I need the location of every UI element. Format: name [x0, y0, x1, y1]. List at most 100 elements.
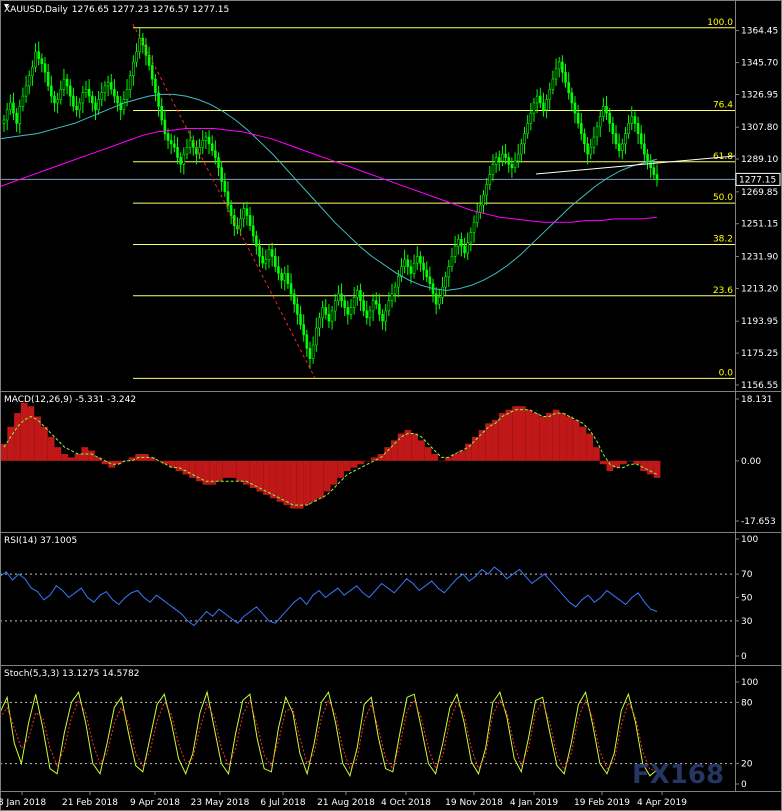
candle-body	[324, 307, 328, 315]
candle-body	[109, 82, 113, 90]
candle-body	[504, 153, 507, 158]
candle-body	[261, 256, 264, 264]
candle-body	[403, 259, 406, 267]
candle-body	[337, 293, 340, 301]
price-tick-label: 1364.45	[741, 27, 778, 37]
candle-body	[602, 106, 605, 117]
macd-tick-label: 18.131	[741, 395, 773, 405]
macd-bar	[391, 440, 398, 461]
candle-body	[463, 245, 466, 254]
stoch-tick-label: 80	[741, 698, 753, 708]
fib-diagonal-line	[132, 23, 316, 379]
rsi-tick-label: 70	[741, 570, 753, 580]
macd-bar	[566, 416, 573, 461]
candle-body	[248, 215, 252, 226]
macd-bar	[168, 460, 176, 468]
candle-body	[365, 310, 369, 319]
candle-body	[72, 95, 75, 107]
ma-fast-line	[0, 93, 658, 292]
candle-body	[78, 102, 82, 111]
candle-body	[154, 78, 157, 94]
candle-body	[87, 89, 91, 97]
candle-body	[122, 99, 126, 111]
fib-level-label: 23.6	[713, 286, 733, 296]
macd-bar	[236, 460, 243, 482]
candle-body	[393, 286, 397, 295]
candle-body	[469, 232, 473, 244]
candle-body	[34, 51, 37, 68]
candle-body	[425, 269, 429, 278]
stoch-signal-line	[0, 699, 657, 771]
candle-body	[333, 300, 337, 312]
candle-body	[273, 256, 277, 267]
macd-bar	[94, 457, 102, 461]
x-tick-label: 19 Feb 2019	[574, 798, 630, 808]
candle-body	[526, 123, 529, 134]
macd-bar	[424, 447, 432, 461]
candle-body	[65, 78, 69, 87]
candle-body	[138, 37, 141, 53]
candle-body	[305, 334, 309, 349]
candle-body	[513, 160, 517, 169]
candle-body	[548, 89, 552, 100]
candle-body	[554, 68, 558, 80]
candle-body	[245, 208, 249, 216]
candle-body	[270, 249, 274, 257]
candle-body	[598, 116, 602, 128]
macd-bar	[263, 460, 270, 495]
fib-level-label: 0.0	[719, 368, 734, 378]
candle-body	[5, 109, 9, 121]
candle-body	[362, 300, 365, 312]
candle-body	[453, 245, 457, 257]
candle-body	[617, 143, 621, 151]
price-tick-label: 1269.85	[741, 188, 778, 198]
macd-bar	[296, 460, 304, 509]
macd-bar	[47, 436, 55, 461]
candle-body	[46, 71, 50, 87]
price-tick-label: 1156.55	[741, 381, 778, 391]
macd-bar	[485, 423, 493, 461]
macd-bar	[404, 430, 412, 461]
candle-body	[75, 106, 78, 111]
macd-bar	[653, 460, 661, 478]
candle-body	[520, 143, 523, 155]
price-tick-label: 1213.20	[741, 284, 778, 294]
macd-bar	[552, 409, 560, 461]
macd-bar	[115, 460, 122, 465]
candle-body	[94, 102, 97, 111]
candle-body	[176, 146, 179, 158]
macd-tick-label: 0.00	[741, 457, 761, 467]
candle-body	[586, 143, 589, 155]
macd-bar	[229, 460, 237, 478]
candle-body	[292, 293, 296, 305]
candle-body	[532, 102, 536, 114]
macd-bar	[303, 460, 311, 506]
candle-body	[472, 221, 476, 233]
macd-bar	[67, 457, 75, 461]
candle-body	[516, 153, 520, 162]
fib-level-label: 50.0	[713, 193, 733, 203]
candle-body	[2, 119, 6, 124]
candle-body	[299, 314, 302, 325]
macd-bar	[599, 460, 607, 465]
candle-body	[160, 106, 164, 121]
macd-bar	[586, 433, 594, 461]
macd-bar	[418, 440, 425, 461]
candle-body	[157, 92, 160, 107]
macd-bar	[162, 460, 169, 465]
macd-bar	[283, 460, 291, 506]
candle-body	[412, 262, 416, 274]
price-tick-label: 1289.10	[741, 155, 778, 165]
candle-body	[210, 143, 214, 151]
macd-bar	[175, 460, 183, 472]
macd-bar	[27, 406, 35, 461]
stoch-tick-label: 20	[741, 760, 753, 770]
candle-body	[242, 208, 246, 220]
macd-bar	[364, 460, 371, 462]
candle-body	[24, 85, 28, 97]
rsi-line	[0, 566, 658, 627]
fib-level-label: 38.2	[713, 234, 733, 244]
candle-body	[374, 300, 378, 305]
macd-bar	[471, 436, 479, 461]
